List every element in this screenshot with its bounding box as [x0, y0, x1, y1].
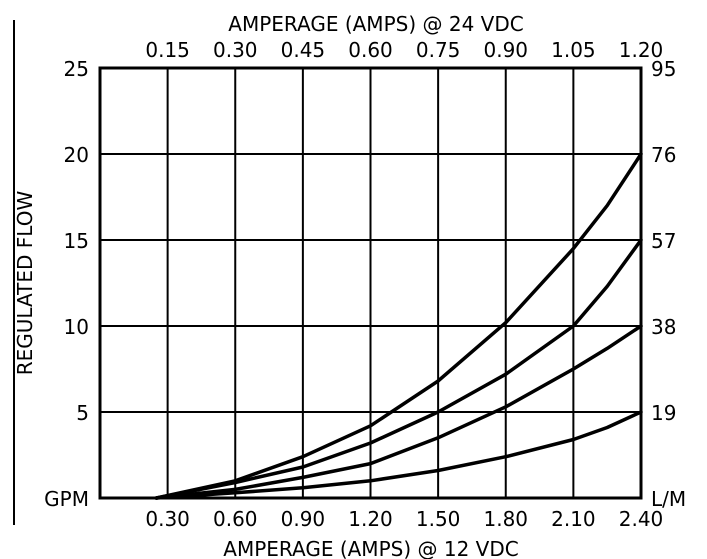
series-line-4	[154, 410, 643, 500]
y-tick-label: 20	[64, 143, 89, 167]
top-tick-label: 0.60	[348, 38, 393, 62]
x-tick-label: 1.20	[348, 507, 393, 531]
x-tick-label: 2.10	[551, 507, 596, 531]
y-tick-label: 10	[64, 315, 89, 339]
x-axis-title: AMPERAGE (AMPS) @ 12 VDC	[223, 537, 518, 559]
plot-frame	[98, 66, 643, 500]
top-axis-title: AMPERAGE (AMPS) @ 24 VDC	[228, 12, 523, 36]
top-tick-label: 1.05	[551, 38, 596, 62]
series-line-3	[154, 324, 643, 500]
right-tick-label: L/M	[651, 487, 686, 511]
x-tick-label: 1.50	[416, 507, 461, 531]
top-tick-label: 0.45	[281, 38, 326, 62]
series-line-2	[154, 238, 643, 500]
right-tick-label: 57	[651, 229, 676, 253]
right-tick-label: 76	[651, 143, 676, 167]
y-tick-label: 5	[76, 401, 89, 425]
top-tick-label: 1.20	[619, 38, 664, 62]
grid	[100, 68, 641, 498]
right-tick-label: 95	[651, 57, 676, 81]
x-tick-label: 0.60	[213, 507, 258, 531]
y-tick-label: 25	[64, 57, 89, 81]
top-tick-label: 0.30	[213, 38, 258, 62]
series-group	[154, 152, 643, 500]
top-tick-label: 0.90	[483, 38, 528, 62]
y-tick-label: 15	[64, 229, 89, 253]
y-axis-title: REGULATED FLOW	[13, 191, 37, 376]
right-tick-label: 38	[651, 315, 676, 339]
series-line-1	[154, 152, 643, 500]
x-tick-label: 1.80	[483, 507, 528, 531]
x-tick-label: 0.90	[281, 507, 326, 531]
top-tick-label: 0.75	[416, 38, 461, 62]
x-tick-label: 0.30	[145, 507, 190, 531]
right-tick-label: 19	[651, 401, 676, 425]
tick-labels: 0.30 0.60 0.90 1.20 1.50 1.80 2.10 2.40 0.15 0.30…	[44, 38, 686, 531]
y-tick-label: GPM	[44, 487, 89, 511]
x-tick-label: 2.40	[619, 507, 664, 531]
top-tick-label: 0.15	[145, 38, 190, 62]
